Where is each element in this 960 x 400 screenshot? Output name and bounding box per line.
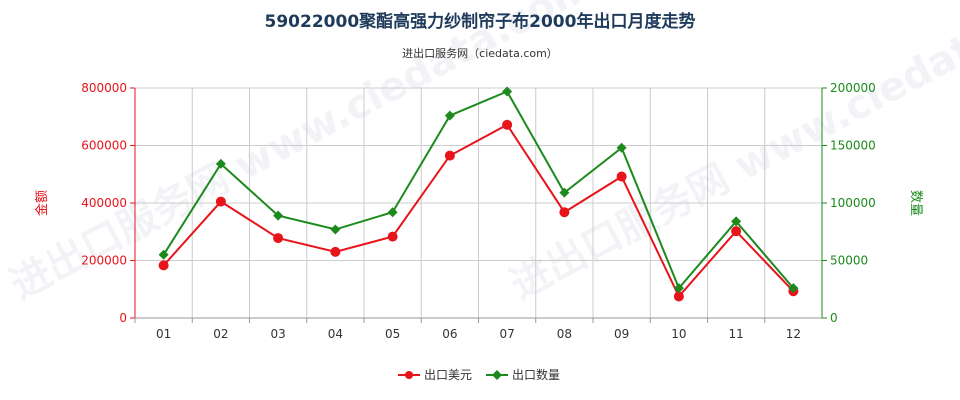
x-tick-label: 01 [156,327,171,341]
series-point-usd[interactable] [731,226,742,237]
series-point-usd[interactable] [559,207,570,218]
series-point-usd[interactable] [215,196,226,207]
x-tick-label: 06 [442,327,457,341]
x-tick-label: 12 [786,327,801,341]
watermark-right: 进出口服务网 www.ciedata.com [503,0,960,309]
series-point-qty[interactable] [502,86,513,97]
series-line-0 [162,123,795,299]
legend-usd-marker [405,371,413,379]
legend-item-usd[interactable]: 出口美元 [398,368,472,382]
x-tick-label: 07 [499,327,514,341]
right-tick-label: 50000 [830,254,868,268]
series-point-usd[interactable] [616,171,627,182]
series-point-usd[interactable] [330,246,341,257]
left-tick-label: 200000 [81,254,127,268]
series-point-qty[interactable] [387,207,398,218]
left-tick-label: 600000 [81,139,127,153]
series-point-qty[interactable] [788,283,799,294]
series-point-qty[interactable] [616,142,627,153]
left-axis-ticks: 0 200000 400000 600000 800000 [81,81,135,325]
right-axis-label: 数量 [908,190,923,216]
series-point-qty[interactable] [559,187,570,198]
x-tick-label: 03 [270,327,285,341]
series-point-qty[interactable] [158,249,169,260]
legend-qty-label: 出口数量 [512,367,560,382]
series-point-qty[interactable] [215,158,226,169]
series-point-qty[interactable] [444,110,455,121]
legend-usd-label: 出口美元 [424,368,472,382]
legend-item-qty[interactable]: 出口数量 [486,367,560,382]
chart-subtitle: 进出口服务网（ciedata.com） [402,46,558,60]
x-axis-ticks: 01 02 03 04 05 06 07 08 09 10 11 12 [134,318,801,341]
legend-qty-marker [492,370,502,380]
series-point-qty[interactable] [273,210,284,221]
right-tick-label: 0 [830,311,838,325]
series-point-qty[interactable] [673,283,684,294]
x-tick-label: 02 [213,327,228,341]
right-tick-label: 100000 [830,196,876,210]
right-tick-label: 200000 [830,81,876,95]
x-tick-label: 05 [385,327,400,341]
left-axis-label: 金额 [34,190,50,216]
series-point-usd[interactable] [673,291,684,302]
x-tick-label: 09 [614,327,629,341]
x-tick-label: 08 [557,327,572,341]
series-point-usd[interactable] [444,150,455,161]
right-tick-label: 150000 [830,139,876,153]
series-point-qty[interactable] [731,216,742,227]
series-point-qty[interactable] [330,224,341,235]
series-line-1 [162,90,795,290]
series-point-usd[interactable] [387,231,398,242]
grid [134,87,823,319]
left-tick-label: 400000 [81,196,127,210]
series-layer [158,86,799,302]
x-tick-label: 11 [728,327,743,341]
x-tick-label: 10 [671,327,686,341]
chart-title: 59022000聚酯高强力纱制帘子布2000年出口月度走势 [265,11,696,32]
series-point-usd[interactable] [158,260,169,271]
series-point-usd[interactable] [502,119,513,130]
right-axis-ticks: 0 50000 100000 150000 200000 [822,81,876,325]
x-tick-label: 04 [328,327,343,341]
legend: 出口美元 出口数量 [398,367,560,382]
left-tick-label: 0 [119,311,127,325]
left-tick-label: 800000 [81,81,127,95]
series-point-usd[interactable] [273,233,284,244]
